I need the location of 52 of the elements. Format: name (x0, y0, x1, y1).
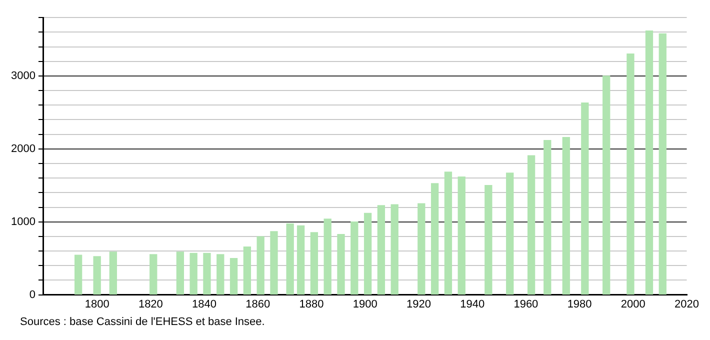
y-tick-label: 2000 (10, 142, 36, 155)
bar (645, 30, 654, 295)
x-tick-label: 2000 (620, 298, 646, 310)
x-tick-label: 1840 (192, 298, 217, 310)
x-tick-label: 1820 (138, 298, 163, 310)
y-tick-label: 3000 (10, 70, 36, 82)
bar (444, 172, 452, 295)
bar (658, 33, 666, 295)
x-tick-label: 1860 (246, 298, 270, 310)
bar (350, 222, 358, 295)
bar (203, 252, 211, 295)
bar (581, 102, 589, 295)
bar (430, 183, 439, 295)
x-tick-label: 1900 (352, 298, 378, 310)
y-tick-label: 1000 (10, 216, 36, 228)
bar (626, 54, 634, 295)
bar (324, 218, 332, 295)
bar (337, 234, 345, 295)
bar (458, 176, 466, 295)
y-tick-label: 0 (29, 288, 36, 301)
bar (364, 212, 372, 295)
source-note: Sources : base Cassini de l'EHESS et base Insee. (20, 316, 266, 328)
bar (230, 258, 238, 295)
bar (93, 256, 101, 295)
bar (270, 231, 278, 295)
bar (243, 246, 252, 295)
x-tick-label: 1980 (567, 298, 592, 310)
x-tick-label: 1920 (406, 298, 431, 310)
bar (286, 223, 294, 295)
bar (562, 137, 570, 295)
x-tick-label: 1960 (514, 298, 538, 310)
bar (74, 254, 82, 295)
bar (296, 225, 305, 295)
bar (506, 172, 514, 295)
bar (484, 185, 492, 295)
bar (109, 252, 117, 295)
x-tick-label: 1800 (84, 298, 110, 310)
bar (216, 254, 224, 295)
bar (390, 204, 398, 295)
x-tick-label: 1880 (299, 298, 324, 310)
bar (176, 252, 184, 295)
bar (418, 203, 426, 295)
bar (602, 76, 610, 295)
bar (310, 232, 318, 295)
bar (190, 252, 198, 295)
bar (150, 254, 158, 295)
x-tick-label: 2020 (674, 298, 700, 310)
bar (527, 155, 536, 295)
x-tick-label: 1940 (460, 298, 485, 310)
bar (377, 205, 386, 295)
bar (256, 236, 264, 295)
bar (544, 140, 552, 295)
